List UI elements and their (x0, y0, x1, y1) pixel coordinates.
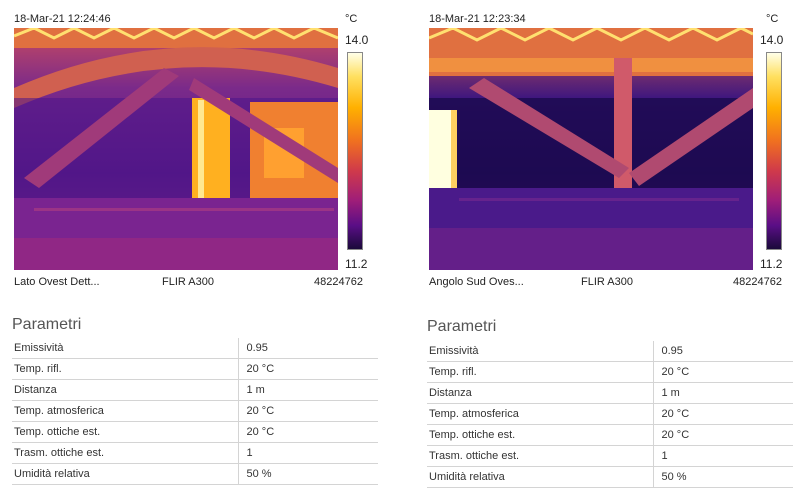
camera-serial: 48224762 (733, 276, 782, 288)
param-name: Temp. atmosferica (12, 400, 238, 422)
param-name: Temp. rifl. (427, 361, 653, 383)
param-name: Trasm. ottiche est. (12, 442, 238, 464)
params-table: Emissività 0.95 Temp. rifl. 20 °C Distanza 1 … (12, 338, 378, 485)
thermal-image (14, 28, 338, 270)
param-value: 50 % (237, 463, 378, 485)
scale-max-label: 14.0 (345, 33, 369, 47)
param-row: Temp. rifl. 20 °C (427, 361, 793, 383)
param-row: Distanza 1 m (427, 382, 793, 404)
param-name: Temp. atmosferica (427, 403, 653, 425)
scale-min-label: 11.2 (760, 257, 783, 271)
param-value: 20 °C (237, 358, 378, 380)
param-value: 20 °C (652, 361, 793, 383)
param-row: Temp. atmosferica 20 °C (427, 403, 793, 425)
param-name: Umidità relativa (12, 463, 238, 485)
param-row: Temp. ottiche est. 20 °C (12, 421, 378, 443)
unit-label: °C (766, 13, 779, 25)
param-value: 1 m (237, 379, 378, 401)
param-value: 1 (652, 445, 793, 467)
camera-serial: 48224762 (314, 276, 363, 288)
param-name: Temp. ottiche est. (12, 421, 238, 443)
param-name: Emissività (427, 341, 653, 362)
param-row: Emissività 0.95 (427, 341, 793, 362)
param-row: Trasm. ottiche est. 1 (427, 445, 793, 467)
param-row: Trasm. ottiche est. 1 (12, 442, 378, 464)
param-row: Umidità relativa 50 % (12, 463, 378, 485)
color-scale-bar (347, 52, 363, 250)
param-name: Trasm. ottiche est. (427, 445, 653, 467)
camera-model: FLIR A300 (162, 276, 214, 288)
unit-label: °C (345, 13, 358, 25)
color-scale-bar (766, 52, 782, 250)
param-row: Temp. rifl. 20 °C (12, 358, 378, 380)
timestamp: 18-Mar-21 12:23:34 (429, 13, 526, 25)
params-table: Emissività 0.95 Temp. rifl. 20 °C Distanza 1 … (427, 341, 793, 488)
param-row: Umidità relativa 50 % (427, 466, 793, 488)
param-name: Temp. rifl. (12, 358, 238, 380)
param-row: Emissività 0.95 (12, 338, 378, 359)
param-row: Temp. ottiche est. 20 °C (427, 424, 793, 446)
param-value: 20 °C (237, 400, 378, 422)
thermal-image (429, 28, 753, 270)
param-value: 20 °C (652, 424, 793, 446)
params-title: Parametri (12, 316, 82, 333)
param-name: Emissività (12, 338, 238, 359)
scale-max-label: 14.0 (760, 33, 784, 47)
param-value: 20 °C (652, 403, 793, 425)
camera-model: FLIR A300 (581, 276, 633, 288)
param-value: 1 m (652, 382, 793, 404)
image-label: Lato Ovest Dett... (14, 276, 100, 288)
thermal-report-right: 18-Mar-21 12:23:34 °C (427, 0, 795, 488)
param-name: Distanza (427, 382, 653, 404)
param-name: Distanza (12, 379, 238, 401)
param-value: 1 (237, 442, 378, 464)
param-name: Temp. ottiche est. (427, 424, 653, 446)
timestamp: 18-Mar-21 12:24:46 (14, 13, 111, 25)
param-name: Umidità relativa (427, 466, 653, 488)
param-row: Distanza 1 m (12, 379, 378, 401)
image-label: Angolo Sud Oves... (429, 276, 524, 288)
param-value: 20 °C (237, 421, 378, 443)
param-value: 0.95 (237, 338, 378, 359)
thermal-report-left: 18-Mar-21 12:24:46 °C (12, 0, 392, 485)
scale-min-label: 11.2 (345, 257, 368, 271)
param-value: 50 % (652, 466, 793, 488)
param-value: 0.95 (652, 341, 793, 362)
params-title: Parametri (427, 318, 497, 335)
param-row: Temp. atmosferica 20 °C (12, 400, 378, 422)
